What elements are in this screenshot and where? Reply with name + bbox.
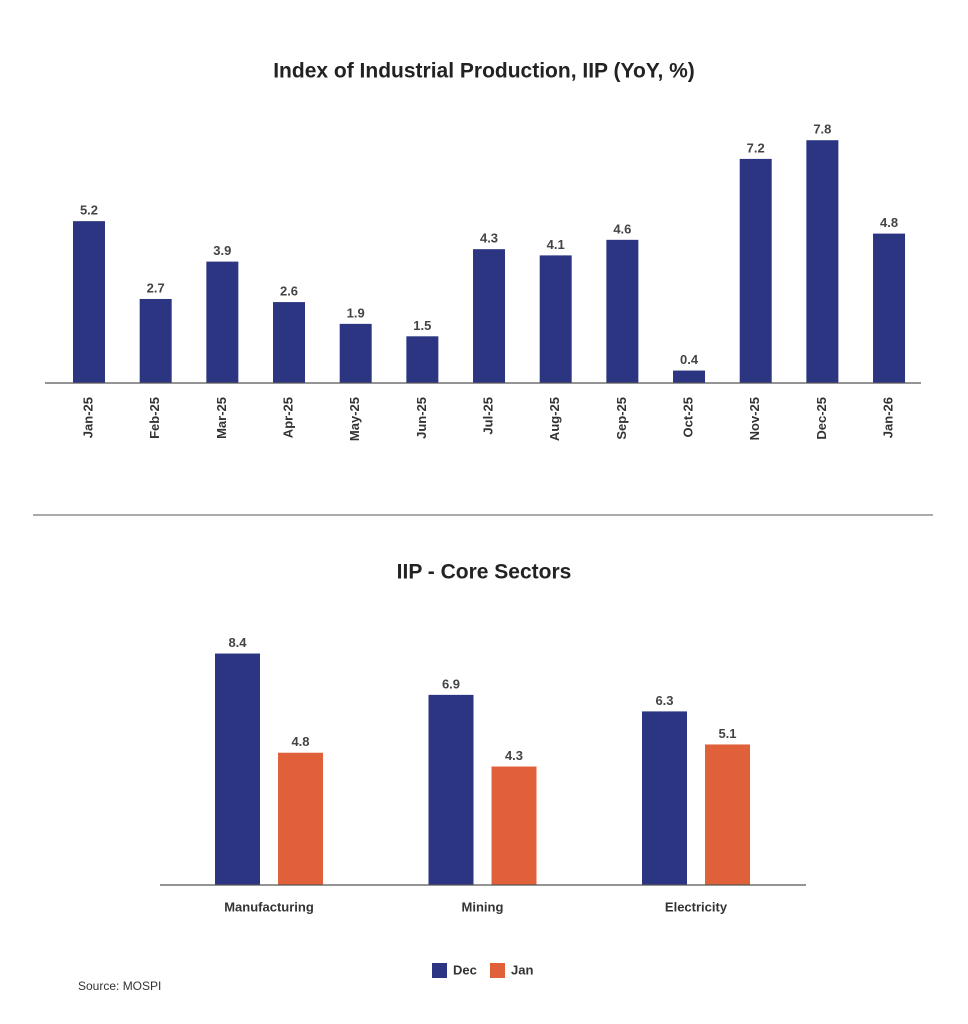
value-label: 2.6	[280, 284, 298, 299]
bar	[606, 239, 639, 383]
value-label: 1.5	[413, 318, 431, 333]
value-label: 6.9	[442, 676, 460, 691]
value-label: 4.3	[480, 231, 498, 246]
x-tick-label: Manufacturing	[224, 899, 314, 914]
bar	[806, 140, 839, 383]
x-tick-label: May-25	[347, 397, 362, 441]
value-label: 5.1	[718, 726, 736, 741]
x-tick-label: Jan-25	[80, 397, 95, 438]
x-tick-label: Dec-25	[814, 397, 829, 440]
legend-swatch	[490, 963, 505, 978]
x-tick-label: Jul-25	[480, 397, 495, 435]
bar	[273, 302, 306, 383]
x-tick-label: Nov-25	[747, 397, 762, 440]
x-tick-label: Sep-25	[614, 397, 629, 440]
x-tick-label: Mar-25	[214, 397, 229, 439]
value-label: 4.8	[291, 734, 309, 749]
x-tick-label: Aug-25	[547, 397, 562, 441]
value-label: 6.3	[655, 693, 673, 708]
value-label: 7.8	[813, 122, 831, 137]
x-tick-label: Apr-25	[280, 397, 295, 438]
bar	[739, 158, 772, 383]
value-label: 7.2	[747, 140, 765, 155]
source: Source: MOSPI	[78, 979, 161, 993]
bar	[339, 323, 372, 383]
x-tick-label: Mining	[462, 899, 504, 914]
legend-swatch	[432, 963, 447, 978]
bar	[673, 370, 706, 383]
bar	[428, 694, 474, 885]
x-tick-label: Feb-25	[147, 397, 162, 439]
x-tick-label: Electricity	[665, 899, 728, 914]
value-label: 0.4	[680, 352, 699, 367]
value-label: 3.9	[213, 243, 231, 258]
value-label: 5.2	[80, 203, 98, 218]
x-tick-label: Oct-25	[680, 397, 695, 437]
bar	[73, 221, 105, 383]
bar	[278, 752, 323, 885]
bar	[206, 261, 239, 383]
chart-title: Index of Industrial Production, IIP (YoY…	[273, 60, 695, 83]
value-label: 8.4	[228, 635, 247, 650]
value-label: 4.6	[613, 221, 631, 236]
bar	[491, 766, 537, 885]
bar	[642, 711, 687, 885]
value-label: 4.8	[880, 215, 898, 230]
chart-title: IIP - Core Sectors	[397, 561, 572, 584]
bar	[215, 653, 260, 885]
bar	[873, 233, 906, 383]
value-label: 2.7	[147, 280, 165, 295]
bar	[406, 336, 439, 383]
legend-label: Jan	[511, 962, 533, 977]
x-tick-label: Jun-25	[414, 397, 429, 439]
x-tick-label: Jan-26	[880, 397, 895, 438]
legend-label: Dec	[453, 962, 477, 977]
bar	[705, 744, 750, 885]
value-label: 4.1	[547, 237, 565, 252]
bar	[539, 255, 572, 383]
bar	[139, 298, 172, 383]
value-label: 1.9	[347, 305, 365, 320]
bar	[473, 249, 506, 383]
value-label: 4.3	[505, 748, 523, 763]
